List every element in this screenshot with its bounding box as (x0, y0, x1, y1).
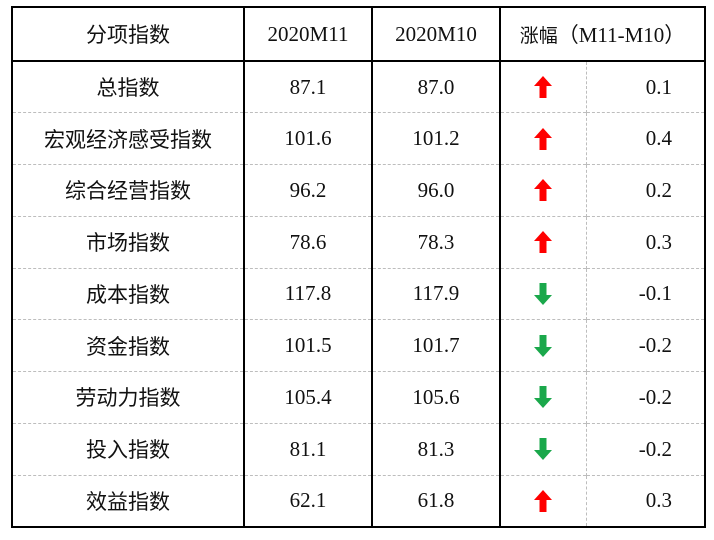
row-m10-value: 105.6 (372, 371, 501, 424)
row-m11-value: 117.8 (244, 267, 373, 320)
header-m11: 2020M11 (244, 7, 373, 62)
row-change-value: 0.3 (586, 215, 706, 269)
row-change-value: 0.4 (586, 112, 706, 165)
row-change-value: 0.1 (586, 60, 706, 113)
down-arrow (500, 371, 587, 424)
row-change-value: -0.2 (586, 319, 706, 372)
row-name: 投入指数 (12, 422, 245, 476)
header-change-suffix: （M11-M10） (557, 23, 686, 47)
row-m10-value: 81.3 (372, 422, 501, 476)
row-name: 综合经营指数 (12, 164, 245, 217)
row-name: 资金指数 (12, 319, 245, 372)
row-m10-value: 101.7 (372, 319, 501, 372)
row-name: 市场指数 (12, 215, 245, 269)
up-arrow (500, 164, 587, 217)
row-m10-value: 101.2 (372, 112, 501, 165)
row-name: 效益指数 (12, 474, 245, 527)
row-name: 总指数 (12, 60, 245, 113)
row-m11-value: 96.2 (244, 164, 373, 217)
row-change-value: 0.3 (586, 474, 706, 527)
row-change-value: -0.2 (586, 371, 706, 424)
row-m10-value: 96.0 (372, 164, 501, 217)
row-m11-value: 78.6 (244, 215, 373, 269)
index-table: 分项指数 2020M11 2020M10 涨幅（M11-M10） 总指数 87.1… (11, 6, 707, 528)
row-change-value: -0.2 (586, 422, 706, 476)
table-row: 投入指数 81.1 81.3 -0.2 (12, 422, 706, 476)
header-row: 分项指数 2020M11 2020M10 涨幅（M11-M10） (12, 7, 706, 62)
down-arrow (500, 319, 587, 372)
header-change: 涨幅（M11-M10） (500, 7, 706, 62)
table-row: 劳动力指数 105.4 105.6 -0.2 (12, 371, 706, 424)
header-change-label: 涨幅 (519, 25, 558, 47)
table-row: 总指数 87.1 87.0 0.1 (12, 60, 706, 113)
row-m10-value: 117.9 (372, 267, 501, 320)
up-arrow (500, 474, 587, 527)
up-arrow (500, 215, 587, 269)
down-arrow (500, 422, 587, 476)
row-m10-value: 61.8 (372, 474, 501, 527)
row-name: 劳动力指数 (12, 371, 245, 424)
header-m10: 2020M10 (372, 7, 501, 62)
up-arrow (500, 112, 587, 165)
table-body: 总指数 87.1 87.0 0.1 宏观经济感受指数 101.6 101.2 0.4 综合经营指… (12, 60, 706, 527)
row-change-value: 0.2 (586, 164, 706, 217)
row-m11-value: 81.1 (244, 422, 373, 476)
down-arrow (500, 267, 587, 320)
table-row: 效益指数 62.1 61.8 0.3 (12, 474, 706, 527)
row-m11-value: 101.5 (244, 319, 373, 372)
row-change-value: -0.1 (586, 267, 706, 320)
table-row: 成本指数 117.8 117.9 -0.1 (12, 267, 706, 320)
header-name: 分项指数 (12, 7, 245, 62)
row-name: 宏观经济感受指数 (12, 112, 245, 165)
row-m10-value: 87.0 (372, 60, 501, 113)
row-m11-value: 62.1 (244, 474, 373, 527)
row-m10-value: 78.3 (372, 215, 501, 269)
table-row: 综合经营指数 96.2 96.0 0.2 (12, 164, 706, 217)
table-row: 宏观经济感受指数 101.6 101.2 0.4 (12, 112, 706, 165)
table-row: 市场指数 78.6 78.3 0.3 (12, 215, 706, 269)
row-m11-value: 101.6 (244, 112, 373, 165)
row-name: 成本指数 (12, 267, 245, 320)
table-row: 资金指数 101.5 101.7 -0.2 (12, 319, 706, 372)
row-m11-value: 87.1 (244, 60, 373, 113)
row-m11-value: 105.4 (244, 371, 373, 424)
up-arrow (500, 60, 587, 113)
